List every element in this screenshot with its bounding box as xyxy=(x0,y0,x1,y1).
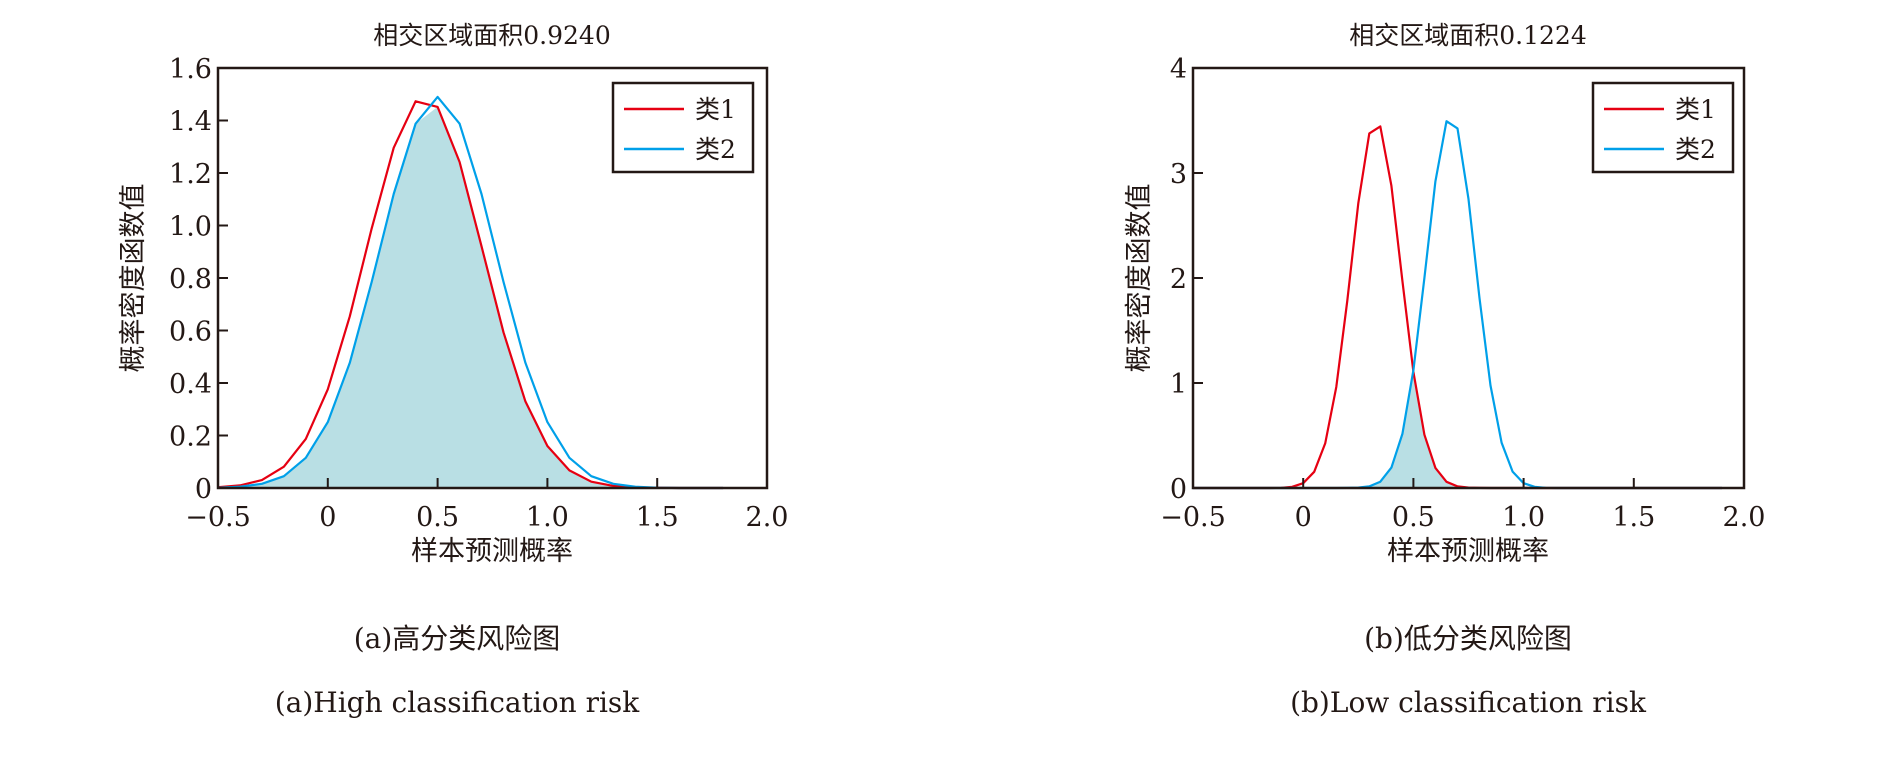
legend-label-class2: 类2 xyxy=(695,135,736,164)
y-tick-label: 1.4 xyxy=(169,107,212,138)
y-tick-label: 4 xyxy=(1170,54,1187,85)
overlap-area xyxy=(1193,371,1722,488)
x-tick-label: 0.5 xyxy=(1392,502,1435,533)
y-tick-label: 0.4 xyxy=(169,369,212,400)
x-tick-label: 1.0 xyxy=(1502,502,1545,533)
x-tick-label: −0.5 xyxy=(185,502,251,533)
x-tick-label: 2.0 xyxy=(746,502,789,533)
panel-high-risk: 相交区域面积0.9240 样本预测概率 概率密度函数值 (a)高分类风险图 (a… xyxy=(118,21,788,719)
x-tick-label: 0.5 xyxy=(416,502,459,533)
x-tick-label: 1.0 xyxy=(526,502,569,533)
y-tick-label: 2 xyxy=(1170,264,1187,295)
x-tick-label: 1.5 xyxy=(1612,502,1655,533)
panel-low-risk: 相交区域面积0.1224 样本预测概率 概率密度函数值 (b)低分类风险图 (b… xyxy=(1124,21,1765,719)
x-tick-label: 2.0 xyxy=(1723,502,1766,533)
caption-english: (a)High classification risk xyxy=(275,686,641,719)
chart-title: 相交区域面积0.9240 xyxy=(373,21,610,50)
series-line-class2 xyxy=(1193,120,1722,490)
legend-label-class2: 类2 xyxy=(1675,135,1716,164)
y-tick-label: 1.2 xyxy=(169,159,212,190)
x-tick-label: 0 xyxy=(1295,502,1312,533)
legend-label-class1: 类1 xyxy=(1675,95,1716,124)
series-line-class1 xyxy=(1193,125,1722,490)
chart-title: 相交区域面积0.1224 xyxy=(1349,21,1586,50)
y-axis-label: 概率密度函数值 xyxy=(118,184,149,373)
x-tick-label: −0.5 xyxy=(1160,502,1226,533)
caption-chinese: (b)低分类风险图 xyxy=(1364,622,1572,655)
y-tick-label: 0.2 xyxy=(169,422,212,453)
x-tick-label: 0 xyxy=(319,502,336,533)
y-tick-label: 0.8 xyxy=(169,264,212,295)
legend-box xyxy=(611,81,755,174)
legend-label-class1: 类1 xyxy=(695,95,736,124)
x-axis-label: 样本预测概率 xyxy=(411,536,573,567)
y-tick-label: 3 xyxy=(1170,159,1187,190)
overlap-area xyxy=(218,106,724,489)
caption-chinese: (a)高分类风险图 xyxy=(354,622,561,655)
legend-box xyxy=(1591,81,1735,174)
y-axis-label: 概率密度函数值 xyxy=(1124,184,1155,373)
y-tick-label: 1 xyxy=(1170,369,1187,400)
y-tick-label: 1.6 xyxy=(169,54,212,85)
x-axis-label: 样本预测概率 xyxy=(1387,536,1549,567)
caption-english: (b)Low classification risk xyxy=(1290,686,1647,719)
y-tick-label: 0.6 xyxy=(169,317,212,348)
y-tick-label: 0 xyxy=(1170,474,1187,505)
y-tick-label: 1.0 xyxy=(169,212,212,243)
x-tick-label: 1.5 xyxy=(636,502,679,533)
y-tick-label: 0 xyxy=(195,474,212,505)
